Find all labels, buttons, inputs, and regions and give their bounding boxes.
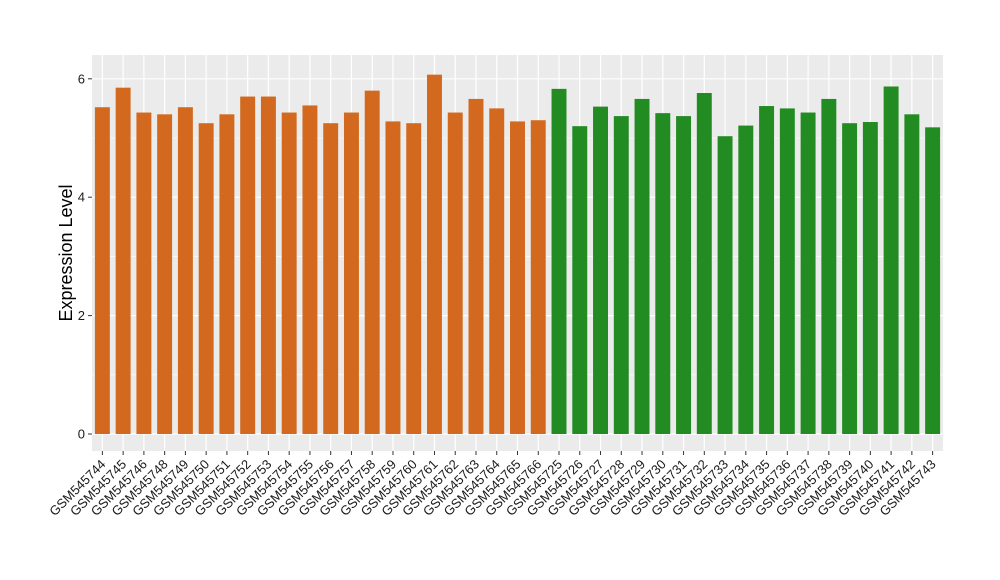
bar-GSM545733 [717,136,733,434]
bar-GSM545743 [925,127,941,434]
bar-GSM545757 [343,112,359,434]
bar-GSM545727 [593,106,608,435]
bar-GSM545734 [738,125,754,434]
bar-GSM545755 [302,105,318,434]
bar-GSM545753 [260,96,276,434]
bars [94,74,941,435]
bar-GSM545725 [551,88,567,435]
bar-GSM545754 [281,112,297,434]
bar-GSM545730 [655,113,671,434]
bar-GSM545738 [821,98,837,435]
y-tick-label: 4 [78,190,85,205]
bar-GSM545741 [883,86,899,434]
y-axis-title: Expression Level [56,184,76,321]
bar-GSM545737 [800,112,816,434]
x-axis: GSM545744GSM545745GSM545746GSM545748GSM5… [46,451,939,519]
bar-GSM545735 [759,106,775,434]
bar-GSM545751 [219,114,235,434]
bar-GSM545761 [427,74,442,434]
bar-GSM545739 [842,123,858,434]
bar-GSM545732 [696,93,712,434]
bar-GSM545736 [779,108,795,435]
bar-GSM545729 [634,98,650,435]
bar-GSM545760 [406,123,422,434]
y-axis: 0 2 4 6 [78,71,92,442]
bar-GSM545764 [489,108,505,435]
bar-GSM545745 [115,87,131,435]
bar-GSM545758 [364,90,380,434]
bar-GSM545740 [862,122,878,435]
bar-GSM545766 [530,120,546,435]
bar-GSM545726 [572,126,588,434]
bar-GSM545728 [613,116,629,434]
y-tick-label: 2 [78,308,85,323]
bar-GSM545762 [447,112,463,434]
bar-GSM545749 [177,107,193,434]
bar-GSM545759 [385,121,401,435]
bar-GSM545756 [323,123,339,434]
bar-GSM545744 [94,107,110,434]
bar-GSM545742 [904,114,920,434]
bar-GSM545752 [240,96,256,434]
bar-GSM545750 [198,123,214,434]
bar-GSM545748 [157,114,173,434]
y-tick-label: 6 [78,71,85,86]
bar-GSM545731 [676,116,692,434]
bar-GSM545763 [468,98,484,435]
bar-GSM545746 [136,112,152,434]
y-tick-label: 0 [78,427,85,442]
bar-GSM545765 [510,121,525,435]
